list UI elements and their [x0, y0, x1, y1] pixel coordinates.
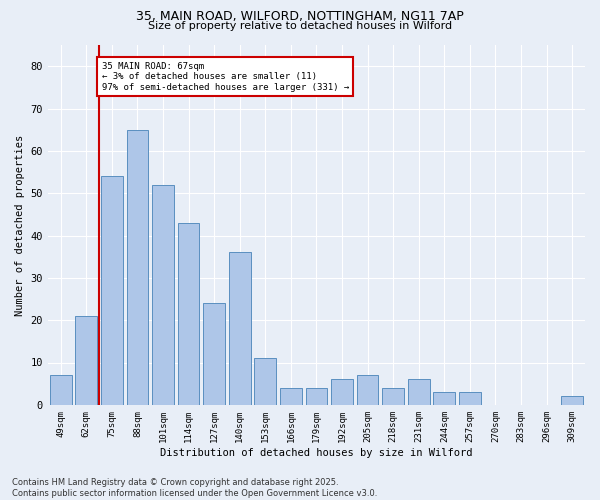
- Bar: [305, 388, 328, 405]
- Text: 35 MAIN ROAD: 67sqm
← 3% of detached houses are smaller (11)
97% of semi-detache: 35 MAIN ROAD: 67sqm ← 3% of detached hou…: [101, 62, 349, 92]
- Bar: [433, 392, 455, 405]
- Bar: [357, 375, 379, 405]
- Bar: [229, 252, 251, 405]
- Text: 35, MAIN ROAD, WILFORD, NOTTINGHAM, NG11 7AP: 35, MAIN ROAD, WILFORD, NOTTINGHAM, NG11…: [136, 10, 464, 23]
- Bar: [76, 316, 97, 405]
- Text: Size of property relative to detached houses in Wilford: Size of property relative to detached ho…: [148, 21, 452, 31]
- Bar: [152, 184, 174, 405]
- X-axis label: Distribution of detached houses by size in Wilford: Distribution of detached houses by size …: [160, 448, 473, 458]
- Bar: [254, 358, 276, 405]
- Bar: [203, 303, 225, 405]
- Bar: [101, 176, 123, 405]
- Bar: [331, 380, 353, 405]
- Y-axis label: Number of detached properties: Number of detached properties: [15, 134, 25, 316]
- Bar: [280, 388, 302, 405]
- Bar: [408, 380, 430, 405]
- Text: Contains HM Land Registry data © Crown copyright and database right 2025.
Contai: Contains HM Land Registry data © Crown c…: [12, 478, 377, 498]
- Bar: [562, 396, 583, 405]
- Bar: [459, 392, 481, 405]
- Bar: [50, 375, 71, 405]
- Bar: [178, 223, 199, 405]
- Bar: [382, 388, 404, 405]
- Bar: [127, 130, 148, 405]
